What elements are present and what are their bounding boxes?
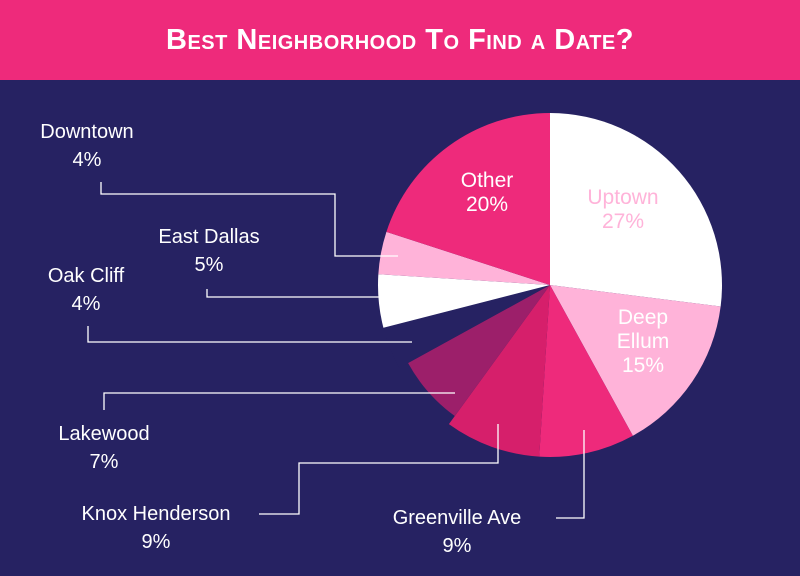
leader-line-knox-henderson xyxy=(259,424,499,515)
slice-name: Knox Henderson xyxy=(82,503,231,525)
slice-value: 27% xyxy=(602,210,644,233)
slice-value: 4% xyxy=(72,293,101,315)
pie-slice-oak-cliff xyxy=(383,285,550,368)
slice-label-oak-cliff: Oak Cliff 4% xyxy=(48,265,125,315)
leader-line-greenville-ave xyxy=(556,430,585,519)
pie-slice-other xyxy=(386,112,550,285)
slice-value: 4% xyxy=(73,149,102,171)
slice-name: Oak Cliff xyxy=(48,265,125,287)
slice-value: 5% xyxy=(195,254,224,276)
slice-name: Downtown xyxy=(40,121,133,143)
chart-title: Best Neighborhood To Find a Date? xyxy=(166,23,634,56)
slice-value: 15% xyxy=(622,354,664,377)
slice-name: Greenville Ave xyxy=(393,507,522,529)
slice-name: Deep xyxy=(618,306,668,329)
slice-name: Uptown xyxy=(587,186,658,209)
pie-slice-greenville-ave xyxy=(539,285,633,457)
pie-slice-downtown xyxy=(378,231,550,285)
slice-value: 7% xyxy=(90,451,119,473)
leader-line-oak-cliff xyxy=(87,326,412,343)
leader-line-lakewood xyxy=(103,392,455,410)
title-banner: Best Neighborhood To Find a Date? xyxy=(0,0,800,80)
pie-slice-uptown xyxy=(550,113,722,307)
pie-slice-lakewood xyxy=(408,285,550,417)
pie-slice-knox-henderson xyxy=(448,285,550,457)
slice-name: Lakewood xyxy=(58,423,149,445)
slice-label-lakewood: Lakewood 7% xyxy=(58,423,149,473)
pie-slice-east-dallas xyxy=(377,274,550,328)
pie-slice-deep-ellum xyxy=(550,285,721,436)
slice-value: 9% xyxy=(443,535,472,557)
slice-name: East Dallas xyxy=(158,226,259,248)
leader-line-downtown xyxy=(100,182,398,257)
slice-label-greenville-ave: Greenville Ave 9% xyxy=(393,507,522,557)
slice-name: Ellum xyxy=(617,330,670,353)
slice-label-east-dallas: East Dallas 5% xyxy=(158,226,259,276)
slice-value: 9% xyxy=(142,531,171,553)
slice-label-downtown: Downtown 4% xyxy=(40,121,133,171)
slice-label-knox-henderson: Knox Henderson 9% xyxy=(82,503,231,553)
slice-name: Other xyxy=(461,169,514,192)
leader-line-east-dallas xyxy=(206,289,460,298)
slice-value: 20% xyxy=(466,193,508,216)
